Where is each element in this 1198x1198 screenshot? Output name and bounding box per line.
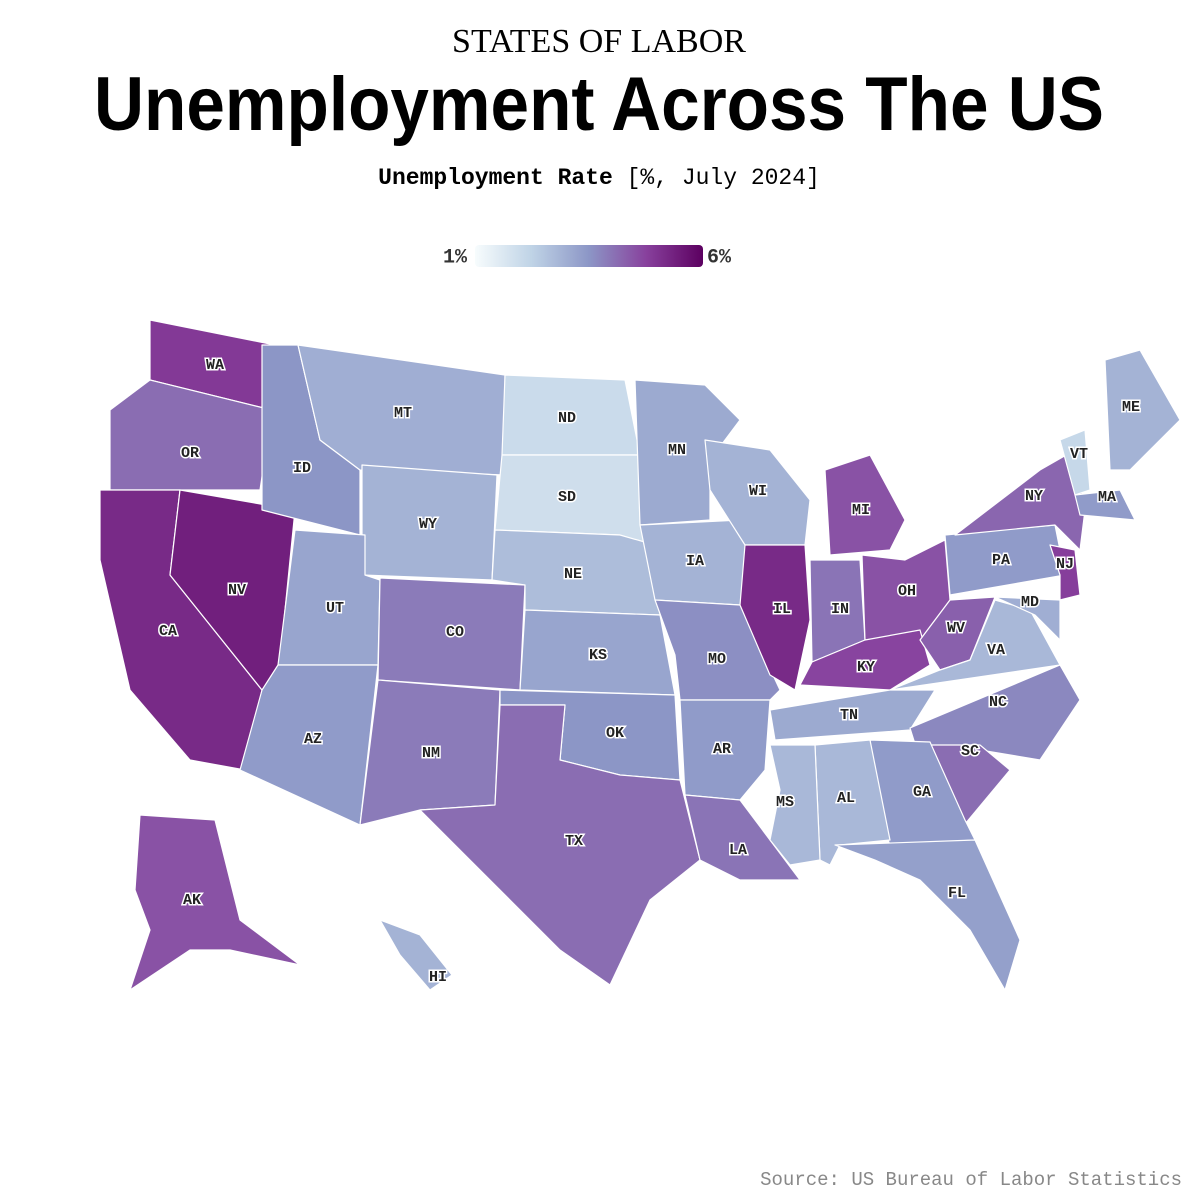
state-label: MD bbox=[1021, 594, 1039, 611]
state-label: OR bbox=[181, 445, 199, 462]
state-label: MO bbox=[708, 651, 726, 668]
state bbox=[769, 744, 821, 866]
state-label: SC bbox=[961, 743, 979, 760]
state-label: HI bbox=[429, 969, 447, 986]
state-label: MS bbox=[776, 794, 794, 811]
state-label: AZ bbox=[304, 731, 322, 748]
subtitle: Unemployment Rate [%, July 2024] bbox=[378, 165, 820, 191]
subtitle-main: Unemployment Rate bbox=[378, 165, 613, 191]
title: Unemployment Across The US bbox=[94, 62, 1104, 147]
state-label: OH bbox=[898, 583, 916, 600]
state bbox=[684, 794, 801, 881]
state-label: MT bbox=[394, 405, 412, 422]
state-label: NM bbox=[422, 745, 440, 762]
state-label: NC bbox=[989, 694, 1007, 711]
subtitle-units: [%, July 2024] bbox=[627, 165, 820, 191]
state bbox=[834, 839, 1021, 991]
state bbox=[129, 814, 301, 991]
state bbox=[994, 596, 1061, 641]
source: Source: US Bureau of Labor Statistics bbox=[760, 1169, 1182, 1191]
state-label: OK bbox=[606, 725, 624, 742]
state bbox=[419, 704, 701, 986]
state-label: TN bbox=[840, 707, 858, 724]
state-label: ID bbox=[293, 460, 311, 477]
state-label: UT bbox=[326, 600, 344, 617]
state-label: FL bbox=[948, 885, 966, 902]
state-label: KS bbox=[589, 647, 607, 664]
state-label: IA bbox=[686, 553, 704, 570]
state bbox=[239, 664, 379, 826]
state-label: ND bbox=[558, 410, 576, 427]
state-label: NY bbox=[1025, 488, 1043, 505]
legend: 1% 6% bbox=[443, 245, 732, 269]
state bbox=[1059, 429, 1091, 496]
state-label: AL bbox=[837, 790, 855, 807]
state bbox=[1049, 544, 1081, 601]
state-label: NV bbox=[228, 582, 246, 599]
state-label: NE bbox=[564, 566, 582, 583]
state-label: IN bbox=[831, 601, 849, 618]
state-label: MN bbox=[668, 442, 686, 459]
state-label: IL bbox=[773, 601, 791, 618]
state-label: WY bbox=[419, 516, 437, 533]
state bbox=[1074, 489, 1136, 521]
state-label: MI bbox=[852, 502, 870, 519]
state bbox=[769, 689, 936, 741]
state-label: LA bbox=[729, 842, 747, 859]
state bbox=[679, 699, 771, 801]
colorbar-label: 1% bbox=[443, 246, 468, 269]
state-label: KY bbox=[857, 659, 875, 676]
state-label: NJ bbox=[1056, 556, 1074, 573]
state-label: VT bbox=[1070, 446, 1088, 463]
state-label: WA bbox=[206, 357, 224, 374]
state-label: ME bbox=[1122, 399, 1140, 416]
state-label: TX bbox=[565, 833, 583, 850]
state-label: VA bbox=[987, 642, 1005, 659]
supertitle: STATES OF LABOR bbox=[452, 23, 746, 60]
state bbox=[379, 919, 453, 991]
state-label: WI bbox=[749, 483, 767, 500]
state-label: AR bbox=[713, 741, 731, 758]
colorbar-label: 6% bbox=[707, 246, 732, 269]
state-label: GA bbox=[913, 784, 931, 801]
state-label: PA bbox=[992, 552, 1010, 569]
state-label: CA bbox=[159, 623, 177, 640]
map: WA OR CA NV ID MT WY UT AZ CO NM ND SD NE KS OK TX MN IA MO… bbox=[99, 319, 1181, 991]
state bbox=[277, 529, 381, 666]
state-label: SD bbox=[558, 489, 576, 506]
state-label: MA bbox=[1098, 489, 1116, 506]
state bbox=[1104, 349, 1181, 471]
state bbox=[824, 454, 906, 556]
state-label: WV bbox=[947, 620, 965, 637]
state bbox=[739, 544, 811, 691]
state-label: CO bbox=[446, 624, 464, 641]
colorbar bbox=[475, 245, 703, 267]
state-label: AK bbox=[183, 892, 201, 909]
